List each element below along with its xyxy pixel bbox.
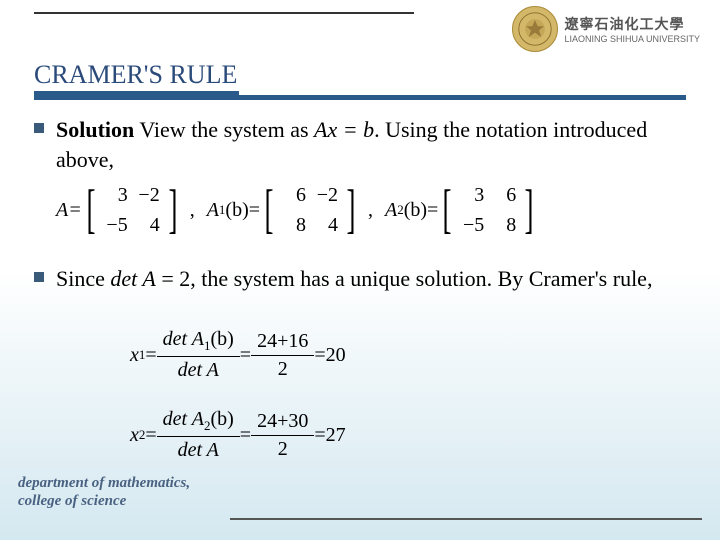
d: 2 — [272, 436, 294, 463]
slide: 遼寧石油化工大學 LIAONING SHIHUA UNIVERSITY CRAM… — [0, 0, 720, 540]
bullet-2: Since det A = 2, the system has a unique… — [56, 264, 676, 294]
bracket-icon: [ — [265, 188, 274, 231]
bullet1-text: View the system as — [134, 117, 314, 142]
m: 3 — [104, 180, 128, 210]
comma: , — [190, 199, 195, 222]
eq-x1: x1= det A1(b) det A = 24+16 2 =20 — [130, 326, 346, 384]
logo-seal-icon — [512, 6, 558, 52]
d: 2 — [272, 356, 294, 383]
d: det A — [172, 357, 225, 384]
bullet-icon — [34, 272, 44, 282]
n: 24+30 — [251, 408, 314, 435]
bottom-rule — [230, 518, 702, 520]
footer-line2: college of science — [18, 492, 190, 510]
university-name-en: LIAONING SHIHUA UNIVERSITY — [564, 34, 700, 44]
bullet2-pre: Since — [56, 266, 110, 291]
solution-label: Solution — [56, 117, 134, 142]
m: 4 — [136, 210, 160, 240]
logo-text: 遼寧石油化工大學 LIAONING SHIHUA UNIVERSITY — [564, 14, 700, 44]
v: x — [130, 344, 139, 367]
title-underline — [34, 95, 686, 100]
r: 20 — [326, 344, 346, 367]
l: A — [385, 199, 397, 222]
n: 24+16 — [251, 328, 314, 355]
matrix-A1b: A1(b)= [ 68 −24 ] , — [207, 180, 381, 240]
university-name-cn: 遼寧石油化工大學 — [564, 14, 700, 34]
bracket-icon: [ — [86, 188, 95, 231]
frac: 24+16 2 — [251, 328, 314, 383]
footer-line1: department of mathematics, — [18, 474, 190, 492]
comma: , — [368, 199, 373, 222]
r: 27 — [326, 424, 346, 447]
bracket-icon: [ — [443, 188, 452, 231]
frac: 24+30 2 — [251, 408, 314, 463]
eq-x2: x2= det A2(b) det A = 24+30 2 =27 — [130, 406, 346, 464]
bullet2-det: det A — [110, 266, 155, 291]
m: 8 — [492, 210, 516, 240]
matrix-A: A= [ 3−5 −24 ] , — [56, 180, 203, 240]
bracket-icon: ] — [168, 188, 177, 231]
n: det A — [163, 328, 204, 350]
m: 6 — [282, 180, 306, 210]
m: −5 — [104, 210, 128, 240]
footer: department of mathematics, college of sc… — [18, 474, 190, 510]
m: 3 — [460, 180, 484, 210]
bracket-icon: ] — [525, 188, 534, 231]
bullet1-eq: Ax = b — [314, 117, 374, 142]
m: 6 — [492, 180, 516, 210]
university-logo: 遼寧石油化工大學 LIAONING SHIHUA UNIVERSITY — [512, 6, 700, 52]
m: −2 — [314, 180, 338, 210]
n: det A — [163, 408, 204, 430]
matrix-A2b: A2(b)= [ 3−5 68 ] — [385, 180, 538, 240]
p: (b)= — [225, 199, 260, 222]
m: −2 — [136, 180, 160, 210]
cramer-equations: x1= det A1(b) det A = 24+16 2 =20 x2= de… — [130, 320, 346, 470]
matrix-row: A= [ 3−5 −24 ] , A1(b)= [ 68 −24 ] , A2(… — [56, 180, 538, 240]
frac: det A2(b) det A — [157, 406, 240, 464]
n: (b) — [210, 408, 233, 430]
frac: det A1(b) det A — [157, 326, 240, 384]
top-rule — [34, 12, 414, 14]
bullet2-mid: = 2, the system has a unique solution. B… — [156, 266, 653, 291]
m: 8 — [282, 210, 306, 240]
bullet-icon — [34, 123, 44, 133]
matrix-A-label: A= — [56, 199, 82, 222]
l: A — [207, 199, 219, 222]
m: 4 — [314, 210, 338, 240]
bullet-1: Solution View the system as Ax = b. Usin… — [56, 115, 676, 174]
m: −5 — [460, 210, 484, 240]
bracket-icon: ] — [346, 188, 355, 231]
p: (b)= — [404, 199, 439, 222]
v: x — [130, 424, 139, 447]
slide-title: CRAMER'S RULE — [34, 60, 237, 90]
d: det A — [172, 437, 225, 464]
n: (b) — [210, 328, 233, 350]
